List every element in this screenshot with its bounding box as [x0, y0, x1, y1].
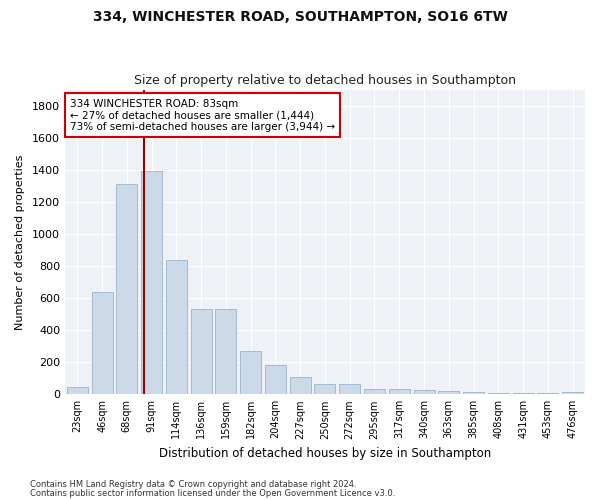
Text: 334 WINCHESTER ROAD: 83sqm
← 27% of detached houses are smaller (1,444)
73% of s: 334 WINCHESTER ROAD: 83sqm ← 27% of deta…: [70, 98, 335, 132]
Bar: [141, 172, 162, 394]
X-axis label: Distribution of detached houses by size in Southampton: Distribution of detached houses by size …: [159, 447, 491, 460]
Bar: [339, 384, 360, 394]
Bar: [512, 393, 533, 394]
Text: 334, WINCHESTER ROAD, SOUTHAMPTON, SO16 6TW: 334, WINCHESTER ROAD, SOUTHAMPTON, SO16 …: [92, 10, 508, 24]
Bar: [290, 378, 311, 394]
Bar: [364, 390, 385, 394]
Bar: [463, 392, 484, 394]
Bar: [67, 387, 88, 394]
Bar: [389, 390, 410, 394]
Bar: [191, 310, 212, 394]
Bar: [92, 292, 113, 395]
Y-axis label: Number of detached properties: Number of detached properties: [15, 154, 25, 330]
Bar: [413, 390, 434, 394]
Bar: [438, 391, 460, 394]
Text: Contains public sector information licensed under the Open Government Licence v3: Contains public sector information licen…: [30, 488, 395, 498]
Bar: [562, 392, 583, 394]
Title: Size of property relative to detached houses in Southampton: Size of property relative to detached ho…: [134, 74, 516, 87]
Bar: [215, 310, 236, 394]
Bar: [488, 393, 509, 394]
Bar: [314, 384, 335, 394]
Bar: [166, 260, 187, 394]
Bar: [240, 351, 261, 395]
Bar: [116, 184, 137, 394]
Text: Contains HM Land Registry data © Crown copyright and database right 2024.: Contains HM Land Registry data © Crown c…: [30, 480, 356, 489]
Bar: [265, 364, 286, 394]
